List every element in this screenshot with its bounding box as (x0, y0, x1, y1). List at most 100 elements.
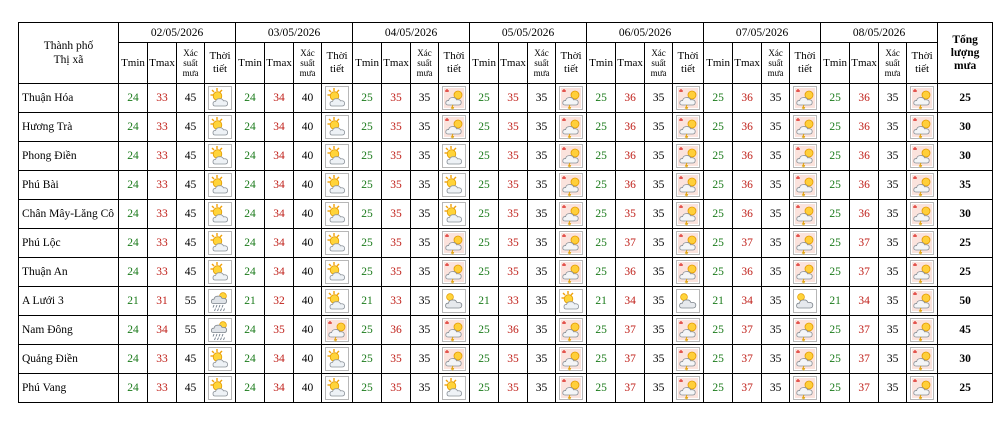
weather-cell (555, 315, 588, 345)
weather-cell (438, 257, 471, 287)
tmax-value: 37 (615, 315, 646, 345)
rain-probability-value: 35 (410, 170, 440, 200)
rain-probability-value: 45 (176, 170, 205, 200)
tmin-header: Tmin (586, 42, 617, 84)
thunder-icon (559, 115, 583, 139)
weather-cell (789, 315, 822, 345)
tmax-value: 36 (381, 315, 412, 345)
rain-probability-value: 35 (644, 199, 674, 229)
location-name: Phú Lộc (18, 228, 119, 258)
header-row-columns: Tmin Tmax Xác suất mưa Thời tiết Tmin Tmax Xác suấ… (19, 42, 993, 84)
rain-probability-header: Xác suất mưa (293, 42, 323, 84)
tmin-value: 21 (352, 286, 383, 316)
tmin-value: 25 (703, 228, 734, 258)
tmax-value: 33 (498, 286, 529, 316)
thunder-icon (676, 318, 700, 342)
tmin-value: 25 (586, 228, 617, 258)
sun-cloud-icon (208, 347, 232, 371)
total-rain-value: 50 (937, 286, 994, 316)
rain-probability-value: 35 (410, 112, 440, 142)
thunder-icon (910, 260, 934, 284)
weather-cell (321, 170, 354, 200)
rain-probability-value: 35 (878, 373, 908, 403)
tmin-value: 21 (118, 286, 148, 316)
tmax-value: 34 (264, 83, 295, 113)
sun-cloud-icon (325, 144, 349, 168)
tmax-value: 37 (732, 315, 763, 345)
tmin-header: Tmin (820, 42, 851, 84)
sun-cloud-icon (208, 144, 232, 168)
weather-cell (321, 257, 354, 287)
tmin-value: 25 (820, 344, 851, 374)
tmax-value: 36 (849, 199, 880, 229)
rain-probability-value: 35 (410, 373, 440, 403)
sun-cloud-icon (208, 231, 232, 255)
weather-cell (438, 286, 471, 316)
weather-cell (321, 286, 354, 316)
weather-cell (203, 199, 237, 229)
tmax-value: 36 (732, 170, 763, 200)
location-name: Thuận An (18, 257, 119, 287)
thunder-icon (910, 202, 934, 226)
thunder-icon (676, 144, 700, 168)
rain-probability-value: 35 (878, 141, 908, 171)
weather-cell (906, 199, 939, 229)
rain-probability-header: Xác suất mưa (410, 42, 440, 84)
forecast-table: Thành phố Thị xã 02/05/2026 03/05/2026 04/05… (18, 22, 994, 403)
tmax-value: 35 (381, 228, 412, 258)
tmax-header: Tmax (264, 42, 295, 84)
tmin-value: 21 (235, 286, 266, 316)
rain-probability-value: 35 (878, 170, 908, 200)
sun-cloud-icon (325, 231, 349, 255)
tmin-value: 24 (235, 83, 266, 113)
tmax-value: 34 (264, 344, 295, 374)
thunder-icon (793, 260, 817, 284)
weather-cell (789, 199, 822, 229)
tmin-value: 24 (235, 344, 266, 374)
thunder-icon (559, 202, 583, 226)
rain-probability-value: 35 (761, 170, 791, 200)
rain-probability-value: 40 (293, 373, 323, 403)
tmin-value: 24 (235, 141, 266, 171)
date-header: 05/05/2026 (469, 22, 588, 43)
weather-cell (203, 344, 237, 374)
sun-cloud-icon (208, 202, 232, 226)
rain-probability-value: 40 (293, 112, 323, 142)
rain-probability-value: 35 (644, 344, 674, 374)
tmax-value: 33 (147, 228, 177, 258)
table-row: Thuận Hóa 24 33 45 24 34 40 25 35 35 25 35 35 25 36 35 2… (18, 83, 994, 113)
tmin-value: 25 (469, 141, 500, 171)
tmin-value: 24 (235, 373, 266, 403)
tmin-value: 25 (469, 83, 500, 113)
rain-probability-value: 35 (644, 83, 674, 113)
rain-probability-value: 35 (527, 257, 557, 287)
tmax-value: 35 (498, 141, 529, 171)
tmax-value: 31 (147, 286, 177, 316)
rain-probability-value: 35 (410, 286, 440, 316)
tmax-value: 34 (264, 199, 295, 229)
thunder-icon (559, 260, 583, 284)
tmax-value: 34 (264, 112, 295, 142)
tmax-value: 33 (147, 199, 177, 229)
weather-cell (555, 112, 588, 142)
tmin-value: 25 (820, 228, 851, 258)
tmax-header: Tmax (147, 42, 177, 84)
sun-cloud-icon (325, 376, 349, 400)
weather-cell (672, 112, 705, 142)
thunder-icon (910, 86, 934, 110)
weather-cell (438, 112, 471, 142)
location-header: Thành phố Thị xã (18, 22, 119, 84)
weather-cell (321, 112, 354, 142)
weather-cell (555, 170, 588, 200)
location-name: Thuận Hóa (18, 83, 119, 113)
weather-cell (555, 344, 588, 374)
weather-cell (789, 373, 822, 403)
rain-probability-value: 35 (527, 373, 557, 403)
total-rain-value: 25 (937, 373, 994, 403)
table-row: Chân Mây-Lăng Cô 24 33 45 24 34 40 25 35 35 25 35 35… (18, 199, 994, 229)
tmax-value: 36 (732, 257, 763, 287)
thunder-icon (676, 231, 700, 255)
thunder-icon (325, 318, 349, 342)
tmin-value: 25 (352, 112, 383, 142)
tmax-header: Tmax (732, 42, 763, 84)
